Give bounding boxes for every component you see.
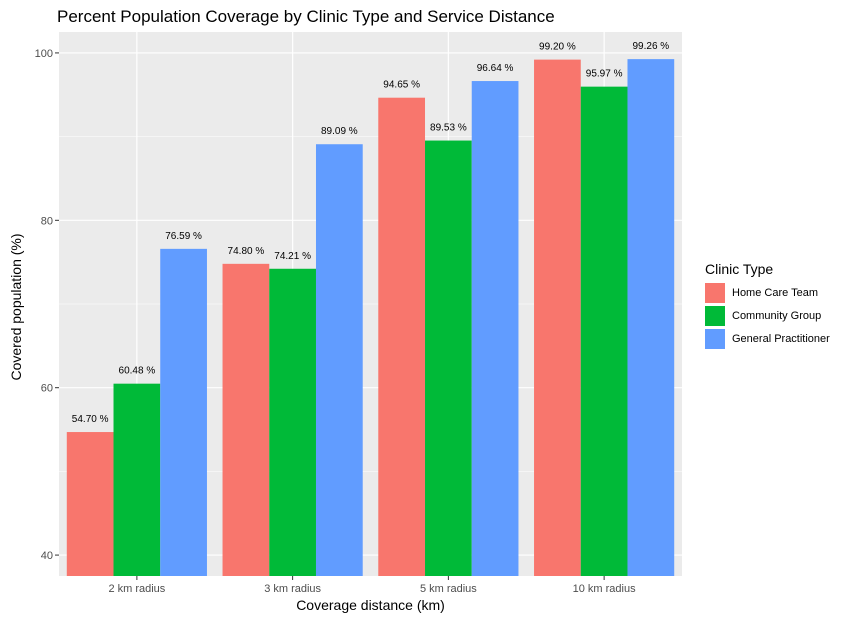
data-label: 54.70 % bbox=[72, 414, 109, 425]
legend-label: Home Care Team bbox=[732, 286, 818, 299]
bar bbox=[627, 59, 675, 576]
legend-item-general-practitioner: General Practitioner bbox=[705, 327, 830, 350]
legend-label: General Practitioner bbox=[732, 332, 830, 345]
bar bbox=[160, 248, 207, 576]
legend-key-home-care-team bbox=[705, 282, 725, 303]
y-tick-label: 60 bbox=[41, 383, 53, 395]
legend-key-general-practitioner bbox=[705, 328, 725, 349]
bar bbox=[315, 144, 363, 576]
data-label: 76.59 % bbox=[165, 231, 202, 242]
data-label: 89.09 % bbox=[321, 126, 358, 137]
y-tick-label: 80 bbox=[41, 215, 53, 227]
data-label: 89.53 % bbox=[430, 123, 467, 134]
data-label: 60.48 % bbox=[119, 366, 156, 377]
bar bbox=[471, 81, 519, 576]
legend-key-community-group bbox=[705, 305, 725, 326]
legend: Clinic Type Home Care Team Community Gro… bbox=[705, 259, 830, 350]
x-tick-label: 5 km radius bbox=[420, 583, 477, 595]
bar bbox=[222, 263, 270, 576]
x-axis-title: Coverage distance (km) bbox=[296, 597, 445, 613]
x-tick-label: 3 km radius bbox=[264, 583, 321, 595]
bar bbox=[534, 59, 581, 576]
legend-item-community-group: Community Group bbox=[705, 304, 830, 327]
chart-title: Percent Population Coverage by Clinic Ty… bbox=[57, 7, 555, 26]
bar bbox=[66, 432, 114, 576]
legend-title: Clinic Type bbox=[705, 261, 774, 277]
x-tick-label: 10 km radius bbox=[573, 583, 636, 595]
bar bbox=[580, 86, 628, 577]
data-label: 96.64 % bbox=[477, 63, 514, 74]
data-label: 99.26 % bbox=[632, 41, 669, 52]
bar bbox=[113, 383, 161, 576]
data-label: 74.80 % bbox=[228, 246, 265, 257]
bar bbox=[425, 140, 472, 576]
y-tick-label: 100 bbox=[35, 48, 53, 60]
y-axis-title: Covered population (%) bbox=[8, 233, 24, 381]
data-label: 94.65 % bbox=[383, 80, 420, 91]
bar bbox=[269, 268, 316, 576]
x-tick-label: 2 km radius bbox=[108, 583, 165, 595]
data-label: 74.21 % bbox=[274, 251, 311, 262]
legend-label: Community Group bbox=[732, 309, 822, 322]
data-label: 95.97 % bbox=[586, 69, 623, 80]
y-tick-label: 40 bbox=[41, 550, 53, 562]
legend-item-home-care-team: Home Care Team bbox=[705, 281, 830, 304]
data-label: 99.20 % bbox=[539, 42, 576, 53]
bar bbox=[378, 97, 426, 577]
